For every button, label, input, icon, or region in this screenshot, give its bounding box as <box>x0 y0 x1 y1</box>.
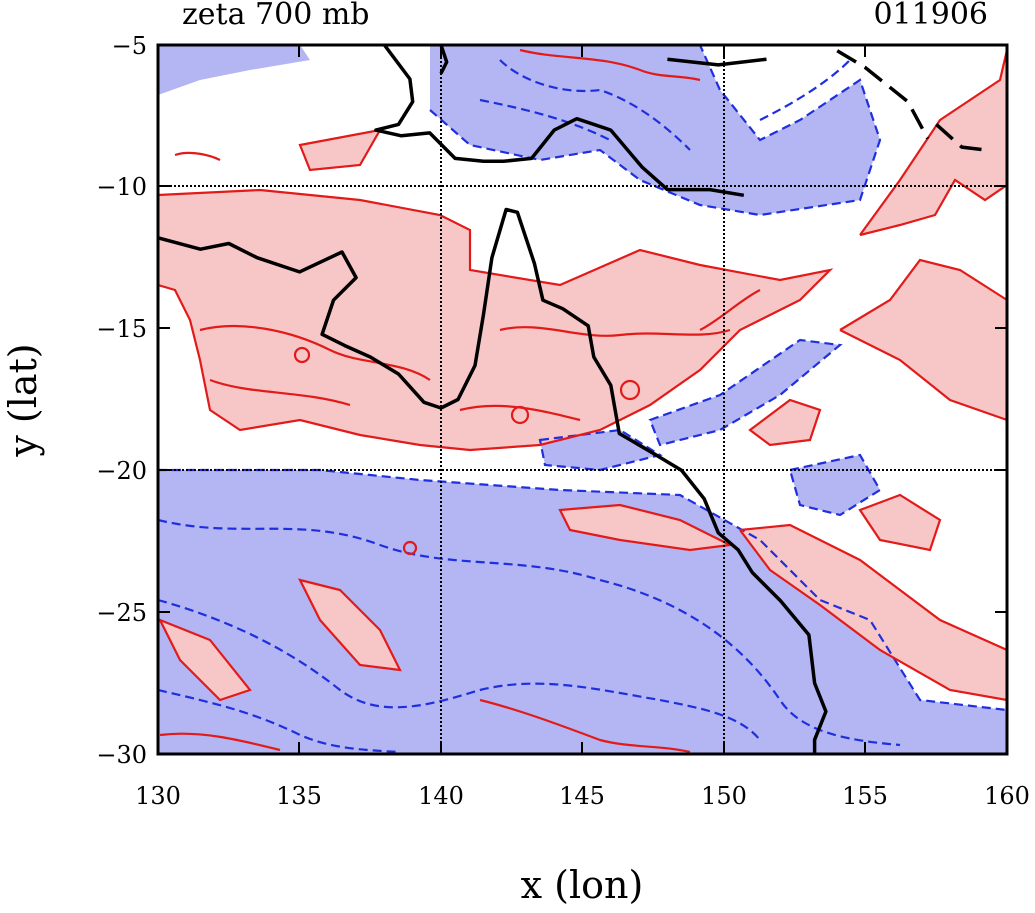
coastline-segment-0 <box>158 207 828 754</box>
y-tick-label-minus10: −10 <box>96 173 147 201</box>
positive-contour-lines <box>158 48 1007 754</box>
x-tick-label-150: 150 <box>701 782 747 810</box>
coastline-layer <box>158 45 985 754</box>
x-axis-label: x (lon) <box>521 863 644 907</box>
coastline-segment-2 <box>439 45 449 75</box>
x-tick-label-145: 145 <box>559 782 605 810</box>
y-tick-label-minus20: −20 <box>96 457 147 485</box>
axis-ticks <box>157 44 1008 755</box>
coastline-segment-4 <box>836 49 930 140</box>
positive-vorticity-regions <box>158 50 1007 700</box>
x-tick-label-140: 140 <box>418 782 464 810</box>
coastline-segment-1 <box>374 45 745 198</box>
chart-title: zeta 700 mb <box>182 0 370 32</box>
y-tick-label-minus30: −30 <box>96 741 147 769</box>
coastline-segment-5 <box>935 123 985 152</box>
negative-contour-lines <box>158 45 1007 754</box>
coastline-segment-3 <box>667 57 767 67</box>
x-tick-label-135: 135 <box>276 782 322 810</box>
y-tick-label-minus5: −5 <box>112 32 147 60</box>
x-tick-label-130: 130 <box>135 782 181 810</box>
grid-lines <box>158 45 1007 754</box>
x-tick-label-160: 160 <box>984 782 1030 810</box>
y-tick-label-minus15: −15 <box>96 315 147 343</box>
y-tick-label-minus25: −25 <box>96 599 147 627</box>
chart-date-stamp: 011906 <box>873 0 988 32</box>
y-axis-label: y (lat) <box>1 343 45 457</box>
x-tick-label-155: 155 <box>842 782 888 810</box>
